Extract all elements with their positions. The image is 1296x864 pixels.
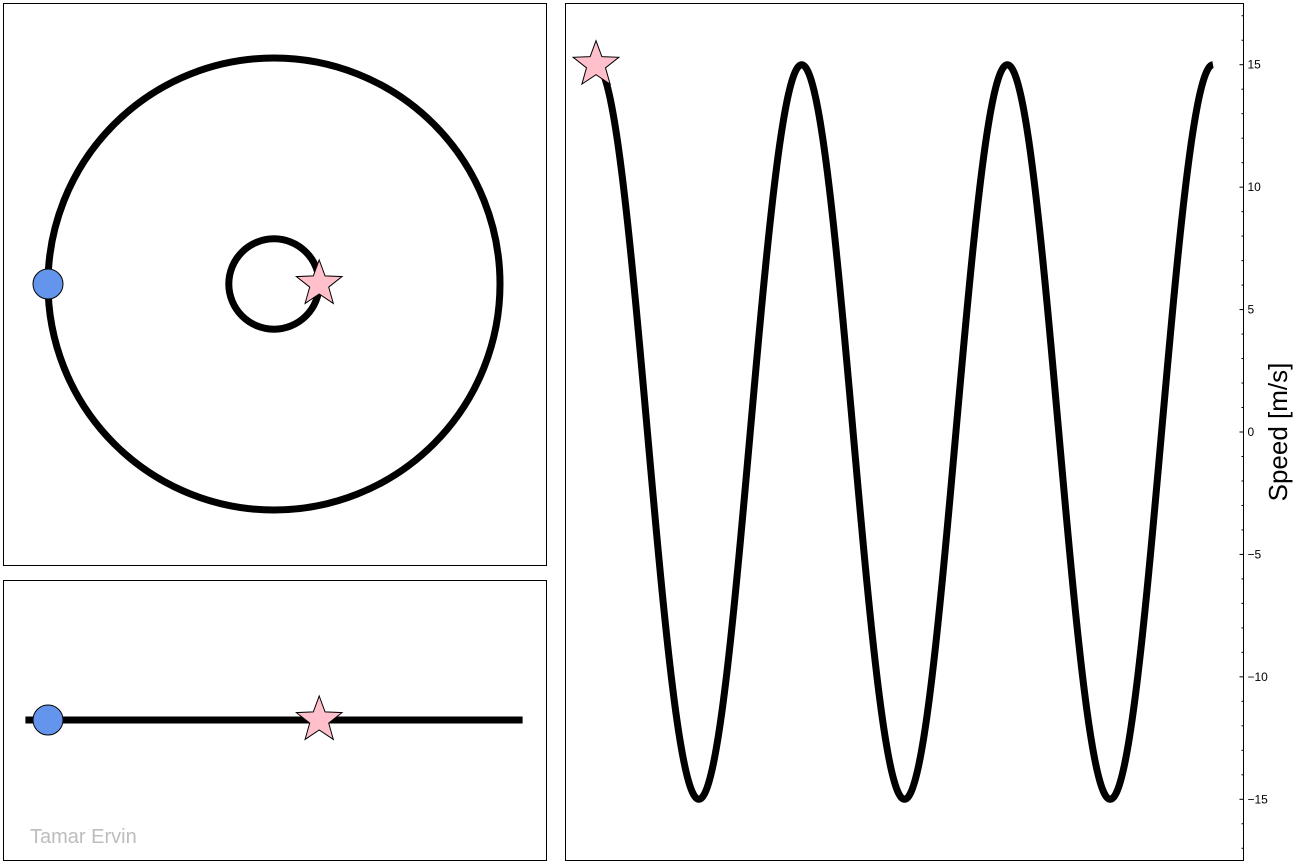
speed-panel-frame	[565, 3, 1244, 861]
orbit-panel	[32, 54, 504, 514]
speed-y-axis-label: Speed [m/s]	[1263, 363, 1293, 502]
y-tick-label-6: −15	[1248, 792, 1269, 806]
y-tick-label-3: 0	[1248, 425, 1255, 439]
orbit-panel-frame	[3, 3, 547, 566]
y-tick-label-1: 10	[1248, 180, 1262, 194]
y-tick-label-5: −10	[1248, 670, 1269, 684]
speed-star-marker	[571, 39, 621, 86]
line-star-marker	[294, 694, 344, 741]
speed-series-line	[593, 61, 1216, 803]
speed-y-axis: 15 10 5 0 −5 −10 −15	[1239, 15, 1269, 849]
orbit-circle-marker	[32, 268, 64, 300]
line-panel	[25, 694, 523, 741]
speed-panel	[571, 39, 1216, 803]
orbit-star-marker	[294, 258, 344, 305]
y-tick-label-2: 5	[1248, 303, 1255, 317]
y-tick-label-4: −5	[1248, 547, 1262, 561]
y-tick-label-0: 15	[1248, 58, 1262, 72]
line-circle-marker	[32, 704, 64, 736]
watermark-text: Tamar Ervin	[30, 826, 137, 848]
